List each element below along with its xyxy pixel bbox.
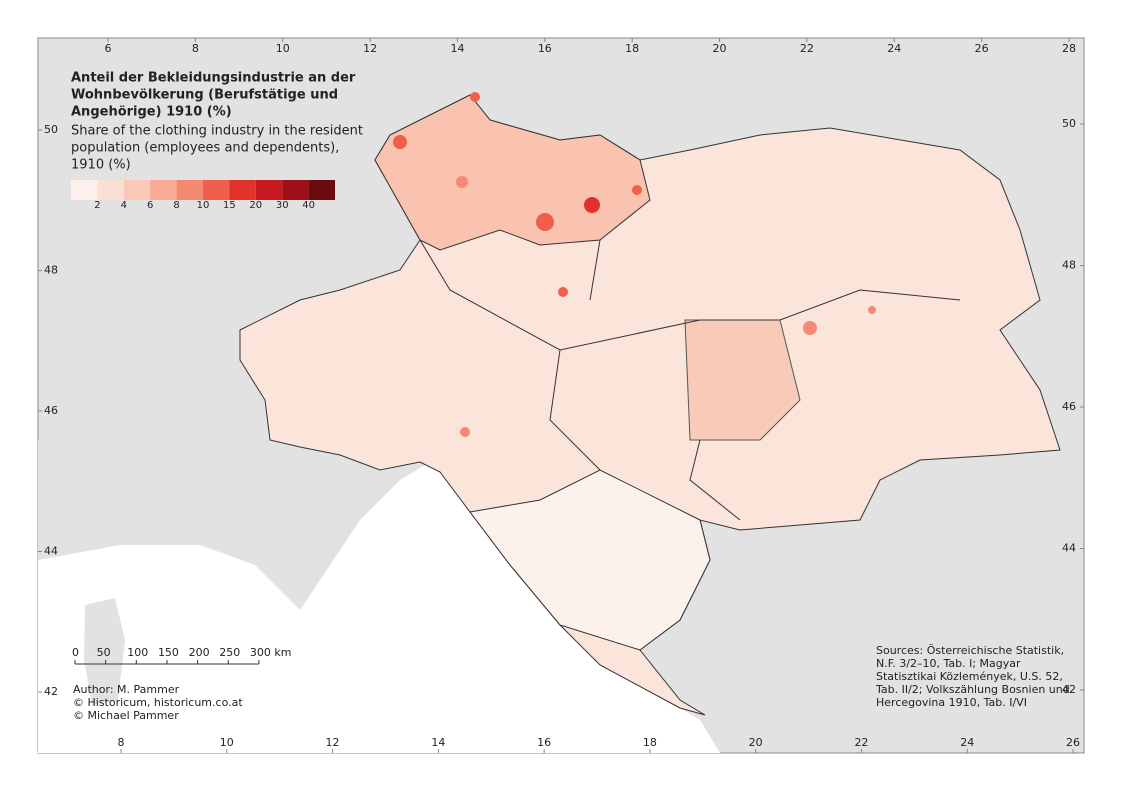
borders: [419, 239, 961, 521]
tick-label: 50: [44, 123, 58, 136]
city: [632, 185, 642, 195]
tick-label: 12: [363, 42, 377, 55]
source: Tab. II/2; Volkszählung Bosnien und: [875, 683, 1070, 696]
tick-label: 16: [538, 42, 552, 55]
scale-label: 250: [219, 646, 240, 659]
credit: © Michael Pammer: [73, 709, 179, 722]
legend-label: 30: [276, 200, 289, 211]
tick-label: 26: [1066, 736, 1080, 749]
tick-label: 12: [326, 736, 340, 749]
scale-label: 50: [97, 646, 111, 659]
dynamic: Anteil der Bekleidungsindustrie an der Wo…: [38, 38, 1084, 753]
tick-label: 20: [749, 736, 763, 749]
tick-label: 50: [1062, 117, 1076, 130]
tick-label: 22: [854, 736, 868, 749]
city: [393, 135, 407, 149]
tick-label: 20: [713, 42, 727, 55]
city: [803, 321, 817, 335]
credit: Author: M. Pammer: [73, 683, 180, 696]
city: [868, 306, 876, 314]
city: [470, 92, 480, 102]
legend-swatch: [123, 180, 151, 200]
legend-label: 10: [197, 200, 210, 211]
italy: [38, 430, 380, 610]
legend-label: 4: [121, 200, 127, 211]
tick-label: 24: [887, 42, 901, 55]
tick-label: 8: [192, 42, 199, 55]
tick-label: 18: [625, 42, 639, 55]
tick-label: 26: [975, 42, 989, 55]
scale-label: 300 km: [250, 646, 292, 659]
tick-label: 48: [1062, 259, 1076, 272]
credit: © Historicum, historicum.co.at: [73, 696, 243, 709]
source: Hercegovina 1910, Tab. I/VI: [876, 696, 1027, 709]
tick-label: 48: [44, 264, 58, 277]
tick-label: 22: [800, 42, 814, 55]
tick-label: 42: [1062, 683, 1076, 696]
island: [84, 598, 125, 705]
tick-label: 24: [960, 736, 974, 749]
scale-label: 0: [72, 646, 79, 659]
tick-label: 14: [450, 42, 464, 55]
legend-swatch: [229, 180, 256, 200]
legend-swatch: [282, 180, 309, 200]
map-title: Anteil der Bekleidungsindustrie an der: [71, 71, 356, 86]
source: Sources: Österreichische Statistik,: [876, 644, 1064, 657]
scale-label: 100: [127, 646, 148, 659]
city: [558, 287, 568, 297]
legend-label: 15: [223, 200, 236, 211]
tick-label: 10: [276, 42, 290, 55]
tick-label: 42: [44, 685, 58, 698]
legend-label: 20: [249, 200, 262, 211]
map-title: Wohnbevölkerung (Berufstätige und: [71, 88, 338, 103]
sea: [38, 462, 720, 753]
bosnia: [469, 469, 711, 651]
tick-label: 18: [643, 736, 657, 749]
map-title: Angehörige) 1910 (%): [71, 105, 232, 120]
legend-swatch: [203, 180, 230, 200]
legend-swatch: [255, 180, 283, 200]
tick-label: 44: [1062, 542, 1076, 555]
legend-label: 2: [94, 200, 100, 211]
legend-swatch: [176, 180, 203, 200]
source: N.F. 3/2–10, Tab. I; Magyar: [876, 657, 1021, 670]
tick-label: 16: [537, 736, 551, 749]
city: [456, 176, 468, 188]
legend-label: 8: [173, 200, 179, 211]
city: [460, 427, 470, 437]
tick-label: 14: [431, 736, 445, 749]
legend-swatch: [308, 180, 335, 200]
legend-label: 40: [302, 200, 315, 211]
city: [584, 197, 600, 213]
tick-label: 10: [220, 736, 234, 749]
legend-swatch: [150, 180, 177, 200]
tick-label: 6: [105, 42, 112, 55]
map-subtitle: 1910 (%): [71, 158, 131, 173]
legend-label: 6: [147, 200, 153, 211]
legend-swatch: [97, 180, 124, 200]
map-subtitle: population (employees and dependents),: [71, 141, 339, 156]
legend-swatch: [71, 180, 98, 200]
tick-label: 46: [1062, 400, 1076, 413]
scale-label: 150: [158, 646, 179, 659]
tick-label: 46: [44, 404, 58, 417]
tick-label: 44: [44, 545, 58, 558]
tick-label: 28: [1062, 42, 1076, 55]
city: [536, 213, 554, 231]
tick-label: 8: [118, 736, 125, 749]
scale-label: 200: [189, 646, 210, 659]
map-subtitle: Share of the clothing industry in the re…: [71, 124, 363, 139]
source: Statisztikai Közlemények, U.S. 52,: [876, 670, 1063, 683]
